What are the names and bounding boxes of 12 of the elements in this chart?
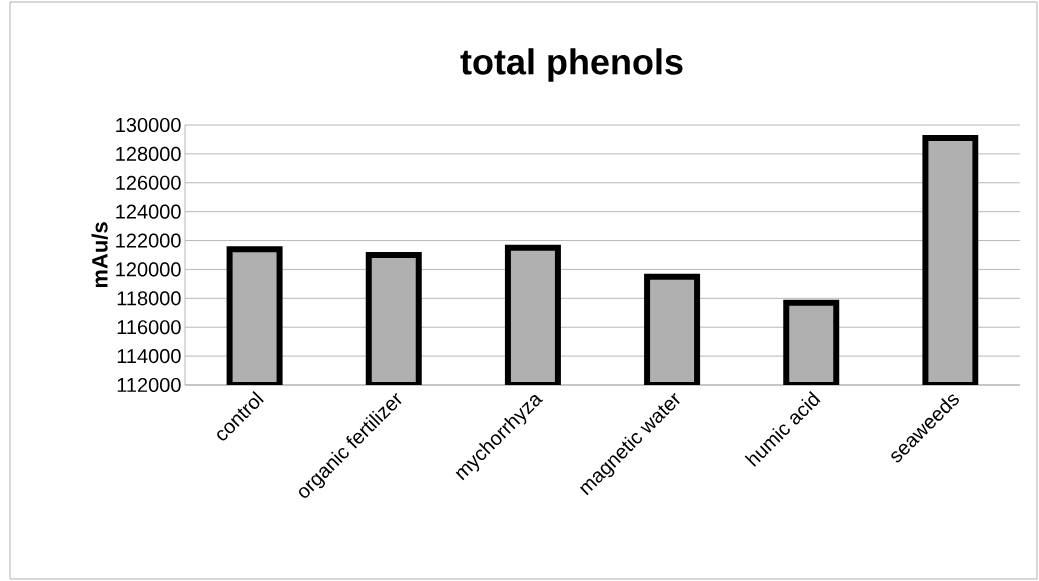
- y-tick-label: 116000: [117, 320, 181, 335]
- y-axis-title: mAu/s: [91, 222, 108, 288]
- y-tick-label: 112000: [117, 377, 181, 393]
- y-tick-label: 122000: [116, 233, 181, 248]
- chart-title: total phenols: [460, 48, 683, 82]
- y-tick-label: 126000: [116, 175, 181, 190]
- y-tick-label: 130000: [116, 117, 181, 133]
- y-tick-label: 114000: [117, 349, 181, 364]
- y-tick-label: 118000: [117, 291, 181, 306]
- y-tick-label: 124000: [116, 204, 181, 219]
- y-tick-label: 128000: [116, 146, 181, 161]
- y-tick-label: 120000: [116, 262, 181, 277]
